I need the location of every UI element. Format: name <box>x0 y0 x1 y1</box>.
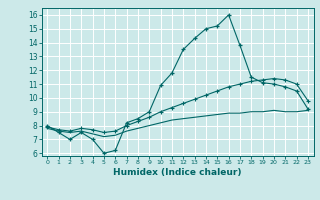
X-axis label: Humidex (Indice chaleur): Humidex (Indice chaleur) <box>113 168 242 177</box>
